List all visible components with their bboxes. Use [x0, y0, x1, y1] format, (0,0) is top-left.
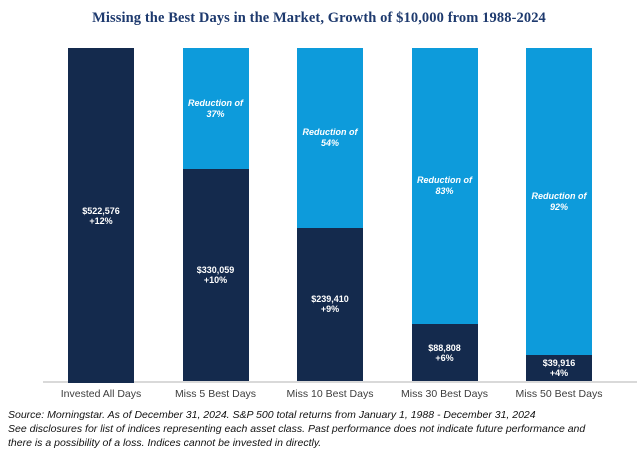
bar-value-label: $522,576 +12% — [82, 206, 120, 226]
category-label-miss-30-best-days: Miss 30 Best Days — [401, 388, 488, 400]
reduction-label-line1: Reduction of — [531, 190, 587, 201]
bar-reduction-segment: Reduction of 92% — [526, 48, 592, 356]
bar-miss-30-best-days: Reduction of 83% $88,808 +6% — [411, 48, 478, 381]
value-amount: $522,576 — [82, 205, 120, 216]
value-return: +9% — [320, 304, 340, 315]
reduction-label-line1: Reduction of — [302, 126, 358, 137]
value-return: +12% — [89, 215, 113, 226]
value-amount: $330,059 — [196, 265, 235, 276]
source-note-line1: Source: Morningstar. As of December 31, … — [8, 409, 536, 421]
bar-reduction-segment: Reduction of 37% — [182, 48, 249, 170]
category-axis: Invested All Days Miss 5 Best Days Miss … — [43, 388, 637, 404]
bar-invested-all-days: $522,576 +12% — [68, 48, 134, 383]
value-return: +10% — [203, 275, 228, 286]
bar-value-label: $39,916 +4% — [543, 358, 576, 378]
bar-miss-5-best-days: Reduction of 37% $330,059 +10% — [182, 48, 249, 381]
reduction-label: Reduction of 54% — [303, 127, 358, 149]
reduction-label-line2: 37% — [206, 108, 225, 119]
value-amount: $88,808 — [428, 342, 461, 353]
category-label-miss-5-best-days: Miss 5 Best Days — [174, 388, 257, 400]
bar-value-segment: $239,410 +9% — [297, 227, 363, 381]
bar-value-label: $88,808 +6% — [428, 343, 461, 363]
reduction-label-line1: Reduction of — [417, 175, 472, 186]
reduction-label-line2: 54% — [320, 137, 339, 148]
bar-value-segment: $88,808 +6% — [411, 324, 478, 381]
bar-reduction-segment: Reduction of 83% — [411, 48, 478, 325]
bar-value-segment: $39,916 +4% — [526, 355, 592, 381]
source-note: Source: Morningstar. As of December 31, … — [8, 408, 636, 450]
bar-value-label: $330,059 +10% — [197, 265, 235, 285]
source-note-line2: See disclosures for list of indices repr… — [8, 423, 586, 435]
reduction-label: Reduction of 92% — [532, 191, 587, 213]
reduction-label-line2: 92% — [549, 201, 568, 212]
bar-value-segment: $330,059 +10% — [182, 169, 249, 381]
reduction-label: Reduction of 83% — [417, 175, 472, 197]
value-return: +6% — [435, 352, 454, 363]
bar-miss-50-best-days: Reduction of 92% $39,916 +4% — [526, 48, 592, 381]
bar-reduction-segment: Reduction of 54% — [297, 48, 363, 228]
bar-value-segment: $522,576 +12% — [68, 48, 134, 383]
value-amount: $39,916 — [542, 358, 576, 369]
category-label-miss-10-best-days: Miss 10 Best Days — [286, 388, 374, 400]
category-label-invested-all-days: Invested All Days — [60, 388, 142, 400]
chart-title: Missing the Best Days in the Market, Gro… — [92, 10, 546, 26]
value-amount: $239,410 — [311, 294, 349, 305]
bar-value-label: $239,410 +9% — [311, 294, 349, 314]
value-return: +4% — [549, 368, 569, 379]
reduction-label-line2: 83% — [435, 186, 454, 197]
reduction-label: Reduction of 37% — [188, 98, 243, 120]
source-note-line3: there is a possibility of a loss. Indice… — [8, 437, 322, 449]
category-label-miss-50-best-days: Miss 50 Best Days — [515, 388, 603, 400]
bar-miss-10-best-days: Reduction of 54% $239,410 +9% — [297, 48, 363, 381]
reduction-label-line1: Reduction of — [188, 97, 243, 108]
plot-area: $522,576 +12% Reduction of 37% $330,059 … — [43, 48, 637, 383]
